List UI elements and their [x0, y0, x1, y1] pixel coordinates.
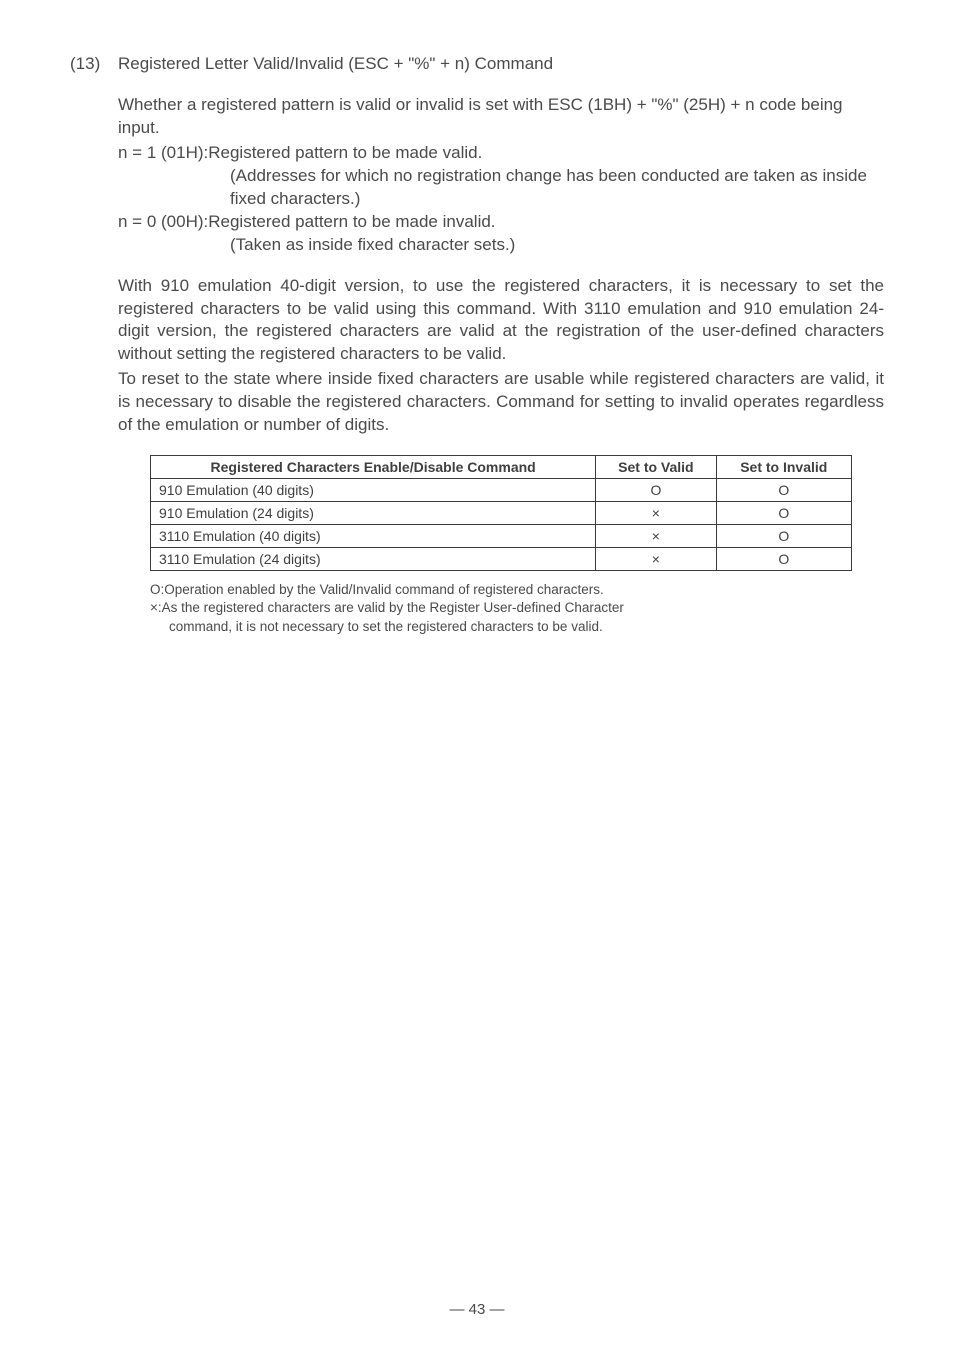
table-cell: O	[716, 502, 851, 525]
table-header-cell: Registered Characters Enable/Disable Com…	[151, 456, 596, 479]
n1-text: Registered pattern to be made valid.	[208, 142, 884, 165]
n0-subtext: (Taken as inside fixed character sets.)	[230, 234, 884, 257]
table-legend: O: Operation enabled by the Valid/Invali…	[118, 581, 884, 636]
legend-o-key: O:	[150, 581, 164, 599]
explanation-p2: To reset to the state where inside fixed…	[118, 368, 884, 437]
table-header-cell: Set to Valid	[596, 456, 716, 479]
explanation-block: With 910 emulation 40-digit version, to …	[118, 275, 884, 438]
table-cell: 3110 Emulation (24 digits)	[151, 548, 596, 571]
explanation-p1: With 910 emulation 40-digit version, to …	[118, 275, 884, 367]
emulation-table-wrap: Registered Characters Enable/Disable Com…	[118, 455, 884, 571]
table-row: 910 Emulation (24 digits) × O	[151, 502, 852, 525]
table-cell: ×	[596, 525, 716, 548]
table-cell: 3110 Emulation (40 digits)	[151, 525, 596, 548]
n0-text: Registered pattern to be made invalid.	[208, 211, 884, 234]
heading-number: (13)	[70, 54, 118, 74]
n1-subtext: (Addresses for which no registration cha…	[230, 165, 884, 211]
document-page: (13) Registered Letter Valid/Invalid (ES…	[0, 0, 954, 636]
legend-x-text: As the registered characters are valid b…	[162, 599, 624, 617]
intro-block: Whether a registered pattern is valid or…	[118, 94, 884, 257]
definition-n0: n = 0 (00H): Registered pattern to be ma…	[118, 211, 884, 234]
table-cell: O	[596, 479, 716, 502]
table-row: 910 Emulation (40 digits) O O	[151, 479, 852, 502]
table-cell: ×	[596, 548, 716, 571]
table-header-cell: Set to Invalid	[716, 456, 851, 479]
intro-paragraph: Whether a registered pattern is valid or…	[118, 94, 884, 140]
definition-n1: n = 1 (01H): Registered pattern to be ma…	[118, 142, 884, 165]
table-cell: 910 Emulation (40 digits)	[151, 479, 596, 502]
heading-title: Registered Letter Valid/Invalid (ESC + "…	[118, 54, 884, 74]
table-row: 3110 Emulation (40 digits) × O	[151, 525, 852, 548]
n1-label: n = 1 (01H):	[118, 142, 208, 165]
section-heading: (13) Registered Letter Valid/Invalid (ES…	[70, 54, 884, 74]
legend-x-key: ×:	[150, 599, 162, 617]
legend-x-text2: command, it is not necessary to set the …	[169, 618, 852, 636]
table-header-row: Registered Characters Enable/Disable Com…	[151, 456, 852, 479]
legend-o-row: O: Operation enabled by the Valid/Invali…	[150, 581, 852, 599]
table-cell: O	[716, 525, 851, 548]
legend-x-row: ×: As the registered characters are vali…	[150, 599, 852, 617]
table-cell: O	[716, 479, 851, 502]
legend-o-text: Operation enabled by the Valid/Invalid c…	[164, 581, 604, 599]
table-cell: 910 Emulation (24 digits)	[151, 502, 596, 525]
table-cell: O	[716, 548, 851, 571]
table-cell: ×	[596, 502, 716, 525]
page-number: — 43 —	[0, 1301, 954, 1318]
emulation-table: Registered Characters Enable/Disable Com…	[150, 455, 852, 571]
n0-label: n = 0 (00H):	[118, 211, 208, 234]
table-row: 3110 Emulation (24 digits) × O	[151, 548, 852, 571]
